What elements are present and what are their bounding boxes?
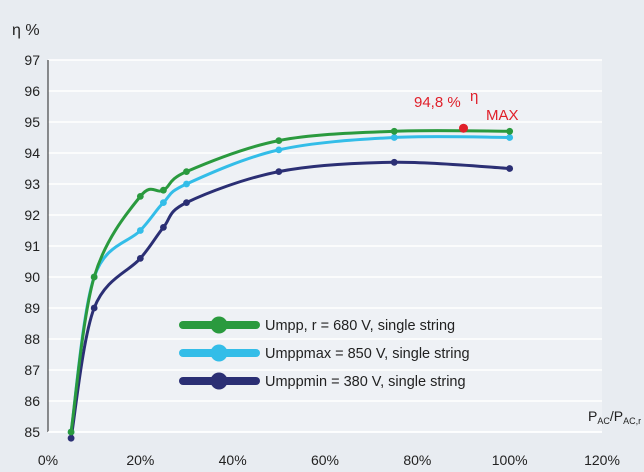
x-tick-label: 20%	[126, 452, 154, 468]
series-layer	[67, 127, 514, 442]
series-point	[136, 255, 144, 262]
series-point	[183, 180, 190, 188]
y-tick-label: 87	[24, 362, 40, 378]
legend-marker	[210, 344, 228, 362]
y-tick-label: 95	[24, 114, 40, 130]
y-tick-label: 89	[24, 300, 40, 316]
annotation-eta-symbol: η	[470, 88, 478, 105]
y-axis-label: η %	[12, 22, 40, 39]
x-axis-label-slash: /P	[610, 408, 623, 424]
series-point	[275, 137, 283, 145]
legend: Umpp, r = 680 V, single string Umppmax = …	[179, 316, 470, 390]
x-axis-label-sub1: AC	[597, 416, 610, 426]
series-point	[506, 134, 514, 141]
series-point	[160, 224, 167, 231]
series-point	[90, 273, 98, 281]
x-tick-label: 40%	[219, 452, 247, 468]
x-axis-label-sub2: AC,r	[623, 416, 641, 426]
y-tick-label: 91	[24, 238, 40, 254]
series-point	[275, 168, 283, 176]
y-tick-label: 88	[24, 331, 40, 347]
x-tick-label: 100%	[492, 452, 528, 468]
legend-label: Umppmax = 850 V, single string	[265, 346, 470, 362]
y-tick-label: 97	[24, 52, 40, 68]
series-point	[160, 186, 167, 194]
x-axis-label-p1: P	[588, 408, 597, 424]
max-efficiency-point	[459, 123, 468, 133]
y-tick-label: 94	[24, 145, 40, 161]
y-tick-label: 92	[24, 207, 40, 223]
legend-label: Umppmin = 380 V, single string	[265, 374, 466, 390]
x-tick-label: 0%	[38, 452, 58, 468]
series-point	[506, 165, 514, 172]
series-point	[67, 428, 75, 436]
series-point	[275, 146, 283, 154]
y-tick-label: 96	[24, 83, 40, 99]
series-point	[390, 134, 398, 141]
series-point	[183, 168, 190, 176]
series-point	[390, 158, 398, 166]
y-tick-label: 85	[24, 424, 40, 440]
legend-marker	[210, 316, 228, 334]
x-tick-label: 60%	[311, 452, 339, 468]
series-point	[506, 127, 514, 135]
y-tick-label: 93	[24, 176, 40, 192]
y-tick-label: 90	[24, 269, 40, 285]
series-point	[67, 434, 75, 442]
x-axis-label-text: PAC/PAC,r	[588, 408, 641, 426]
grid-layer	[48, 59, 602, 433]
axis-layer: 85 86 87 88 89 90 91 92 93 94 95 96 97 0% 20% 40% 60% 80%…	[24, 52, 619, 468]
series-point	[390, 127, 398, 135]
legend-label: Umpp, r = 680 V, single string	[265, 318, 455, 334]
annotation-subscript: MAX	[486, 107, 519, 124]
series-point	[136, 227, 144, 234]
annotation-layer: 94,8 % η MAX	[414, 88, 519, 133]
series-point	[183, 199, 190, 207]
legend-marker	[210, 372, 228, 390]
y-tick-label: 86	[24, 393, 40, 409]
series-point	[90, 304, 98, 312]
x-axis-label: PAC/PAC,r	[588, 408, 641, 426]
x-tick-label: 120%	[584, 452, 620, 468]
series-point	[136, 193, 144, 200]
annotation-value: 94,8 %	[414, 94, 461, 111]
series-point	[160, 199, 167, 207]
x-tick-label: 80%	[403, 452, 431, 468]
